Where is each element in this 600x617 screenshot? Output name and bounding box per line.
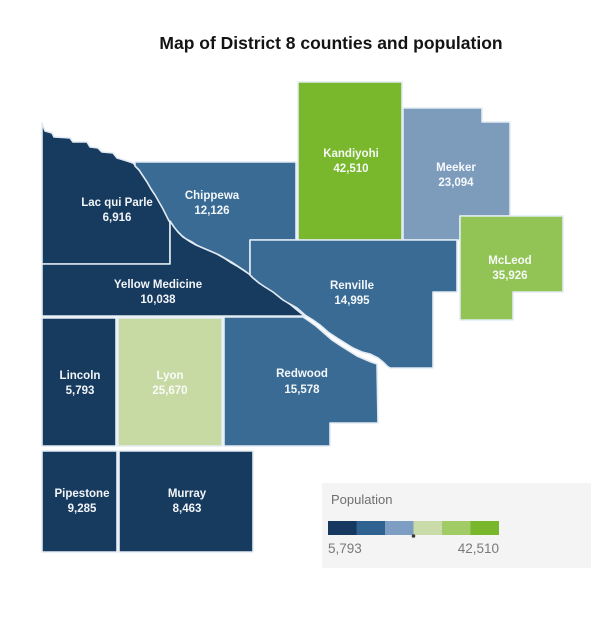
legend-ramp-segment-2: [356, 521, 385, 535]
county-label: Lac qui Parle: [81, 197, 153, 209]
county-mcleod: McLeod 35,926: [459, 215, 564, 321]
county-shape-lyon[interactable]: [117, 317, 223, 447]
county-murray: Murray 8,463: [118, 450, 254, 553]
county-value: 9,285: [68, 503, 97, 515]
county-value: 25,670: [152, 385, 187, 397]
county-label: Murray: [168, 488, 207, 500]
county-pipestone: Pipestone 9,285: [41, 450, 118, 553]
county-label: Kandiyohi: [323, 148, 379, 160]
county-shape-murray[interactable]: [118, 450, 254, 553]
county-shape-mcleod[interactable]: [459, 215, 564, 321]
county-label: Pipestone: [55, 488, 110, 500]
county-value: 15,578: [284, 384, 320, 396]
county-value: 10,038: [140, 294, 176, 306]
county-shape-pipestone[interactable]: [41, 450, 118, 553]
legend-ramp-segment-3: [385, 521, 414, 535]
county-value: 14,995: [334, 295, 370, 307]
county-value: 8,463: [173, 503, 202, 515]
county-value: 12,126: [194, 205, 229, 217]
county-shape-kandiyohi[interactable]: [297, 81, 403, 241]
county-lincoln: Lincoln 5,793: [41, 317, 117, 447]
legend-title: Population: [331, 492, 392, 507]
legend-min-label: 5,793: [328, 541, 362, 556]
county-label: Redwood: [276, 368, 328, 380]
map-title: Map of District 8 counties and populatio…: [159, 33, 502, 53]
county-value: 5,793: [66, 385, 95, 397]
county-value: 42,510: [333, 163, 368, 175]
county-label: Lincoln: [60, 370, 101, 382]
county-value: 35,926: [492, 270, 527, 282]
county-lyon: Lyon 25,670: [117, 317, 223, 447]
legend-ramp-segment-1: [328, 521, 357, 535]
legend-ramp-segment-6: [470, 521, 499, 535]
county-label: Chippewa: [185, 190, 240, 202]
county-value: 23,094: [438, 177, 474, 189]
county-label: McLeod: [488, 255, 531, 267]
county-label: Renville: [330, 280, 374, 292]
county-shape-renville[interactable]: [249, 239, 458, 369]
county-shape-redwood[interactable]: [223, 316, 379, 447]
legend: Population 5,793 42,510: [322, 483, 591, 568]
county-redwood: Redwood 15,578: [223, 316, 379, 447]
county-kandiyohi: Kandiyohi 42,510: [297, 81, 403, 241]
county-value: 6,916: [103, 212, 132, 224]
county-shape-yellow-medicine[interactable]: [41, 220, 306, 317]
county-yellow-medicine: Yellow Medicine 10,038: [41, 220, 306, 317]
legend-ramp-midpoint-marker[interactable]: [411, 534, 416, 538]
legend-ramp-segment-4: [413, 521, 442, 535]
county-label: Yellow Medicine: [114, 279, 202, 291]
county-label: Meeker: [436, 162, 476, 174]
county-renville: Renville 14,995: [249, 239, 458, 369]
legend-ramp-segment-5: [442, 521, 471, 535]
legend-max-label: 42,510: [458, 541, 499, 556]
county-shape-lincoln[interactable]: [41, 317, 117, 447]
county-label: Lyon: [156, 370, 183, 382]
